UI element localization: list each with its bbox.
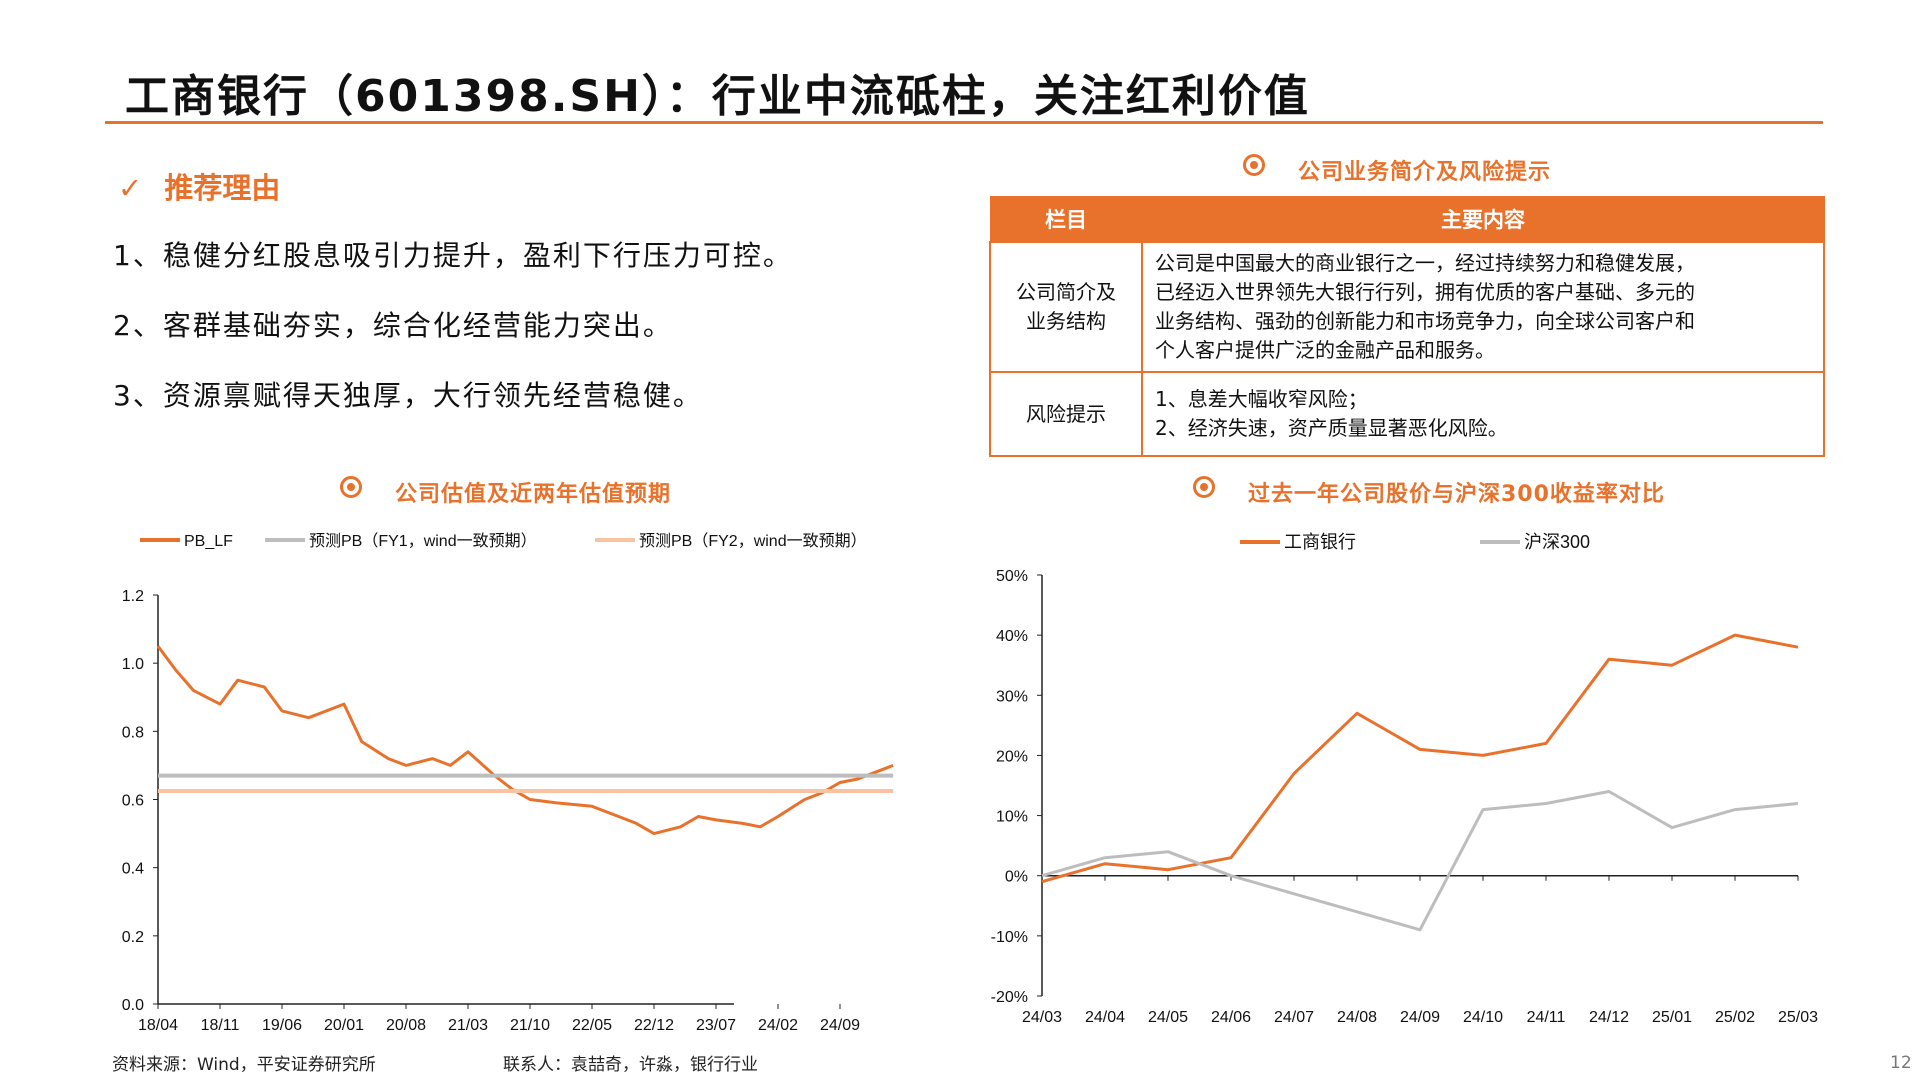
x-tick-label: 22/12 — [634, 1017, 674, 1034]
table-cell-content: 1、息差大幅收窄风险； 2、经济失速，资产质量显著恶化风险。 — [1141, 371, 1825, 457]
info-table-title: 公司业务简介及风险提示 — [1298, 160, 1552, 185]
section-bullet-icon — [1243, 154, 1265, 176]
x-tick-label: 24/09 — [820, 1017, 860, 1034]
x-tick-label: 25/02 — [1715, 1009, 1755, 1026]
table-cell-content: 公司是中国最大的商业银行之一，经过持续努力和稳健发展， 已经迈入世界领先大银行行… — [1141, 241, 1825, 373]
y-tick-label: 0.6 — [122, 793, 144, 810]
y-tick-label: -10% — [991, 929, 1028, 946]
y-tick-label: 1.2 — [122, 588, 144, 605]
series-line — [1041, 633, 1799, 884]
x-tick-label: 24/09 — [1400, 1009, 1440, 1026]
x-tick-label: 19/06 — [262, 1017, 302, 1034]
table-cell-line: 业务结构、强劲的创新能力和市场竞争力，向全球公司客户和 — [1155, 309, 1695, 333]
y-tick-label: 20% — [996, 748, 1028, 765]
reasons-heading: ✓ 推荐理由 — [118, 165, 280, 207]
x-tick-label: 25/03 — [1778, 1009, 1818, 1026]
x-tick-label: 18/11 — [201, 1017, 240, 1034]
source-note: 资料来源：Wind，平安证券研究所 — [112, 1055, 376, 1075]
return-comparison-chart: -20% -10% 0% 10% 20% 30% 40% 50% 24/03 24/04 24/05… — [991, 532, 1818, 1026]
legend-entry: PB_LF — [184, 533, 233, 550]
chart1-title: 公司估值及近两年估值预期 — [395, 482, 672, 507]
reason-item-3: 3、资源禀赋得天独厚，大行领先经营稳健。 — [113, 379, 703, 412]
y-tick-label: 40% — [996, 628, 1028, 645]
x-tick-label: 18/04 — [138, 1017, 178, 1034]
table-cell-line: 已经迈入世界领先大银行行列，拥有优质的客户基础、多元的 — [1155, 280, 1695, 304]
table-cell-category: 公司简介及 业务结构 — [989, 241, 1143, 373]
table-header-category: 栏目 — [989, 196, 1143, 243]
y-tick-label: 10% — [996, 809, 1028, 826]
chart2-title: 过去一年公司股价与沪深300收益率对比 — [1248, 482, 1665, 507]
contact-note: 联系人：袁喆奇，许淼，银行行业 — [503, 1055, 758, 1075]
title-divider — [105, 121, 1823, 124]
pb-valuation-chart: 0.0 0.2 0.4 0.6 0.8 1.0 1.2 18/04 18/11 19/06 20/0… — [122, 532, 894, 1034]
y-tick-label: 0.2 — [122, 929, 144, 946]
page-number: 12 — [1890, 1053, 1912, 1073]
table-row: 风险提示 1、息差大幅收窄风险； 2、经济失速，资产质量显著恶化风险。 — [989, 371, 1825, 457]
y-tick-label: 0.0 — [122, 997, 144, 1014]
x-tick-label: 23/07 — [696, 1017, 736, 1034]
section-bullet-icon — [340, 476, 362, 498]
table-cell-line: 1、息差大幅收窄风险； — [1155, 387, 1368, 411]
y-tick-label: -20% — [991, 989, 1028, 1006]
legend-entry: 预测PB（FY1，wind一致预期） — [309, 532, 537, 550]
series-line — [156, 645, 894, 836]
x-tick-label: 21/10 — [510, 1017, 550, 1034]
reason-item-2: 2、客群基础夯实，综合化经营能力突出。 — [113, 309, 673, 342]
x-tick-label: 25/01 — [1652, 1009, 1692, 1026]
section-bullet-icon — [1193, 476, 1215, 498]
table-row: 公司简介及 业务结构 公司是中国最大的商业银行之一，经过持续努力和稳健发展， 已… — [989, 241, 1825, 373]
table-cell-line: 公司简介及 — [1016, 280, 1116, 304]
table-cell-line: 业务结构 — [1026, 309, 1106, 333]
company-info-table: 栏目 主要内容 公司简介及 业务结构 公司是中国最大的商业银行之一，经过持续努力… — [989, 196, 1825, 457]
y-tick-label: 0% — [1005, 869, 1028, 886]
x-tick-label: 24/02 — [758, 1017, 798, 1034]
legend-entry: 预测PB（FY2，wind一致预期） — [639, 532, 867, 550]
table-cell-line: 公司是中国最大的商业银行之一，经过持续努力和稳健发展， — [1155, 251, 1695, 275]
x-tick-label: 22/05 — [572, 1017, 612, 1034]
table-cell-line: 个人客户提供广泛的金融产品和服务。 — [1155, 338, 1495, 362]
table-cell-category: 风险提示 — [989, 371, 1143, 457]
x-tick-label: 24/12 — [1589, 1009, 1629, 1026]
series-line — [1041, 790, 1799, 932]
table-cell-line: 风险提示 — [1026, 401, 1106, 426]
legend-entry: 沪深300 — [1524, 532, 1590, 552]
x-tick-label: 24/06 — [1211, 1009, 1251, 1026]
x-tick-label: 24/11 — [1527, 1009, 1566, 1026]
page-title: 工商银行（601398.SH）：行业中流砥柱，关注红利价值 — [125, 71, 1310, 122]
x-tick-label: 24/04 — [1085, 1009, 1125, 1026]
table-header-content: 主要内容 — [1141, 196, 1825, 243]
x-tick-label: 24/08 — [1337, 1009, 1377, 1026]
reasons-heading-text: 推荐理由 — [164, 171, 281, 205]
x-tick-label: 20/01 — [324, 1017, 364, 1034]
legend-entry: 工商银行 — [1284, 532, 1356, 552]
x-tick-label: 24/10 — [1463, 1009, 1503, 1026]
x-tick-label: 24/05 — [1148, 1009, 1188, 1026]
x-tick-label: 24/03 — [1022, 1009, 1062, 1026]
y-tick-label: 1.0 — [122, 656, 144, 673]
reason-item-1: 1、稳健分红股息吸引力提升，盈利下行压力可控。 — [113, 239, 793, 272]
y-tick-label: 30% — [996, 688, 1028, 705]
table-cell-line: 2、经济失速，资产质量显著恶化风险。 — [1155, 416, 1508, 440]
y-tick-label: 0.4 — [122, 861, 144, 878]
y-tick-label: 50% — [996, 568, 1028, 585]
x-tick-label: 20/08 — [386, 1017, 426, 1034]
y-tick-label: 0.8 — [122, 724, 144, 741]
x-tick-label: 21/03 — [448, 1017, 488, 1034]
check-icon: ✓ — [118, 171, 143, 205]
x-tick-label: 24/07 — [1274, 1009, 1314, 1026]
